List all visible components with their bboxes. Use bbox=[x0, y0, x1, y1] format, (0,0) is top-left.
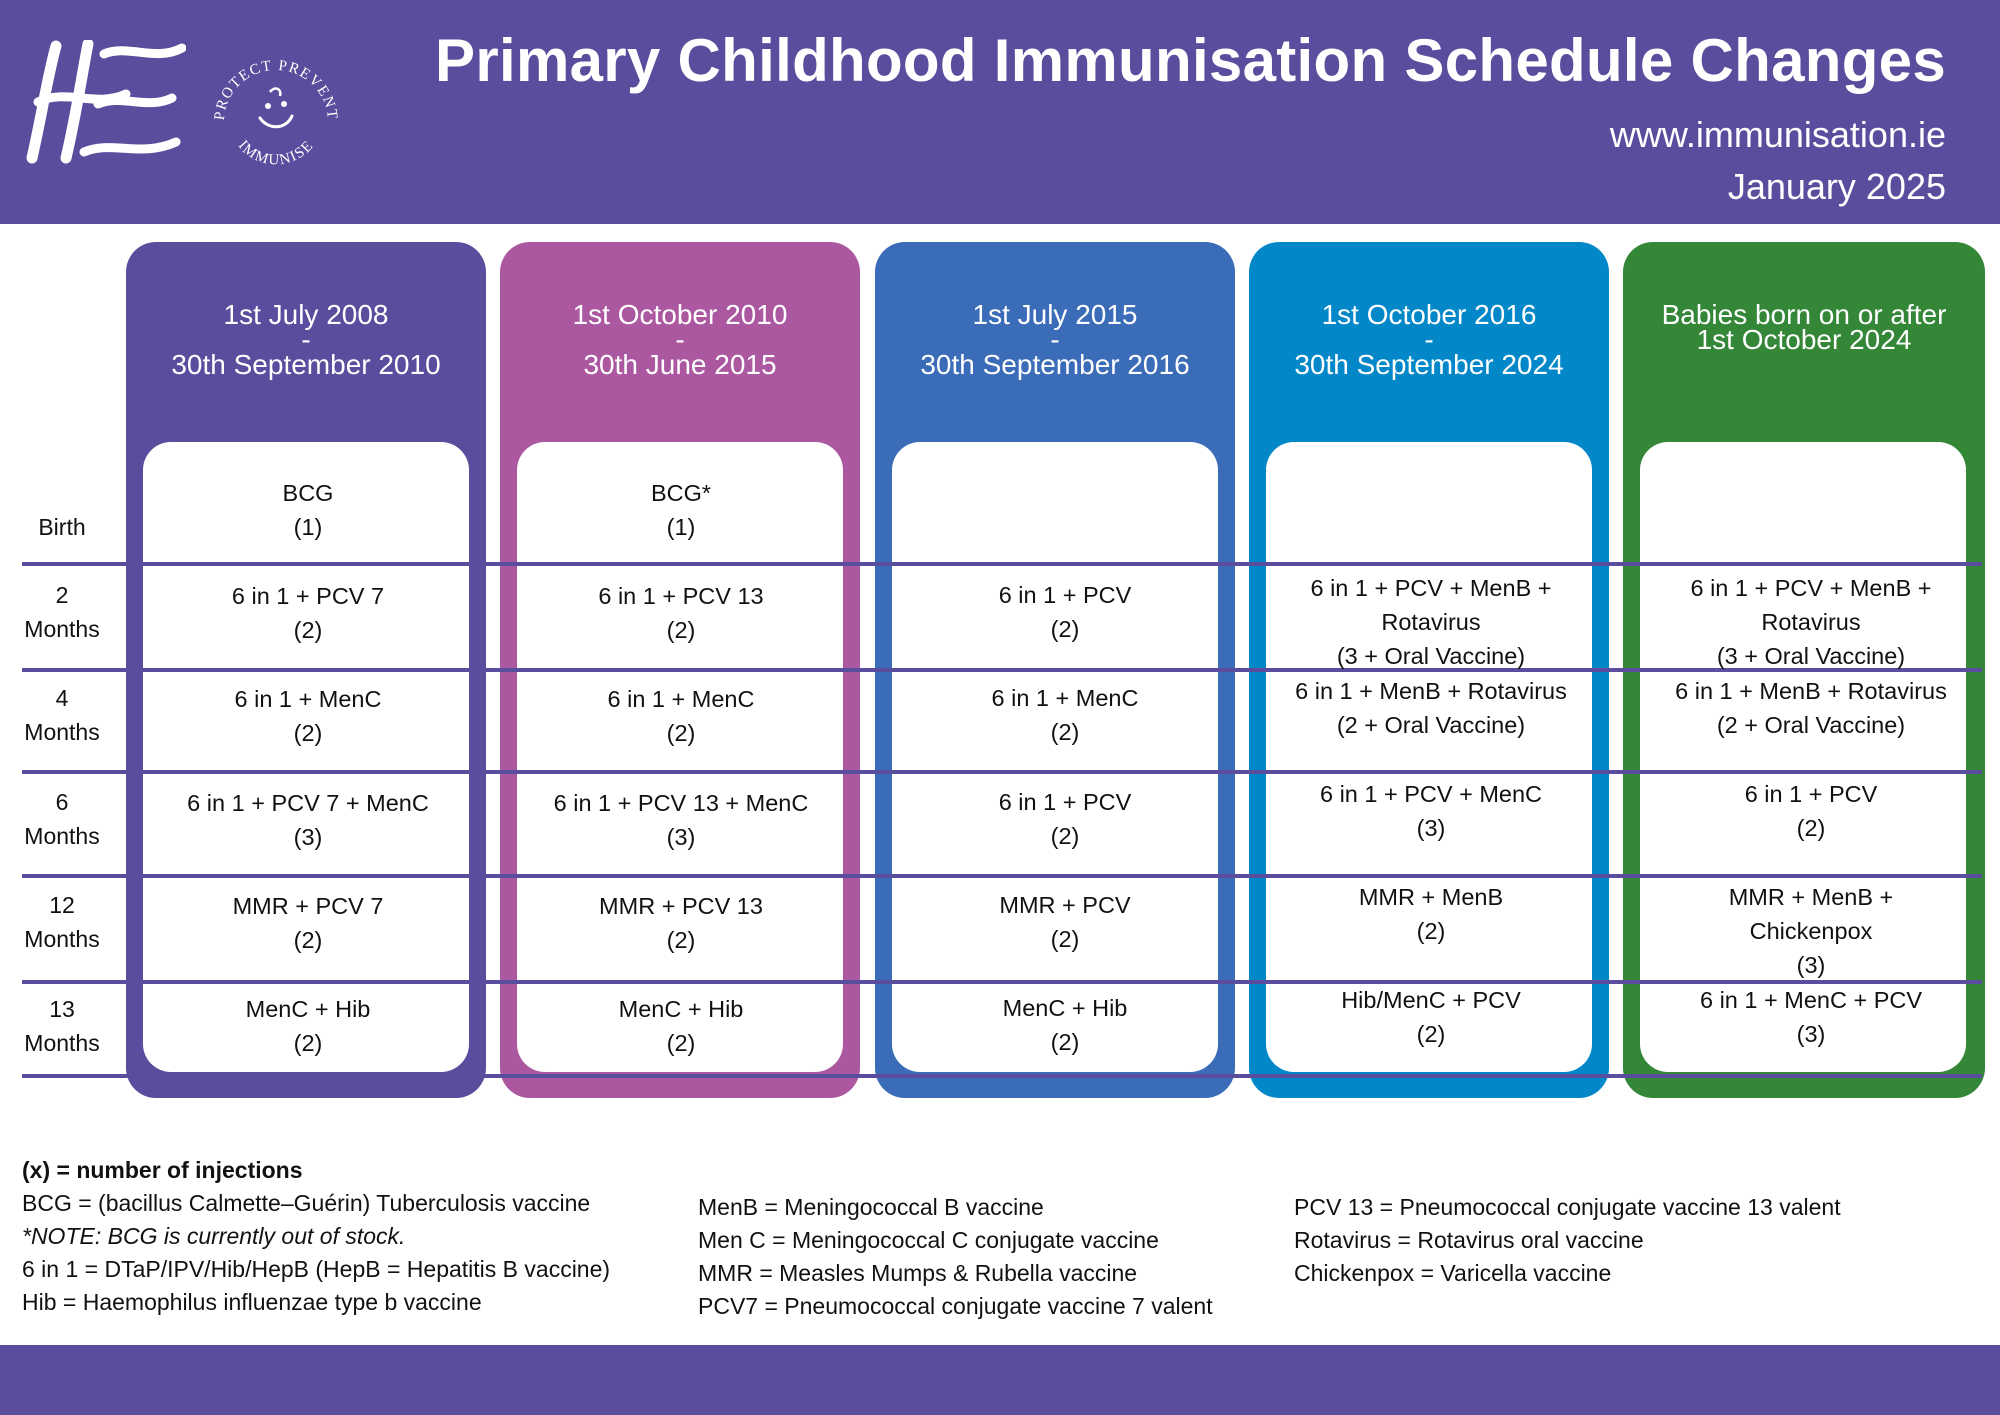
schedule-cell: MMR + MenB (2) bbox=[1358, 884, 1504, 944]
legend-item: Rotavirus = Rotavirus oral vaccine bbox=[1294, 1227, 1644, 1253]
column-panel bbox=[892, 442, 1218, 1072]
row-divider bbox=[22, 980, 1982, 984]
schedule-cell: MenC + Hib (2) bbox=[245, 996, 371, 1056]
schedule-cell: 6 in 1 + PCV (2) bbox=[1744, 781, 1878, 841]
column-panel bbox=[143, 442, 469, 1072]
page-title: Primary Childhood Immunisation Schedule … bbox=[435, 27, 1946, 94]
schedule-cell: 6 in 1 + PCV + MenB + Rotavirus (3 + Oral … bbox=[1690, 575, 1932, 669]
schedule-cell: 6 in 1 + MenC (2) bbox=[607, 686, 755, 746]
schedule-cell: BCG (1) bbox=[282, 480, 334, 540]
protect-prevent-immunise-badge: PROTECT PREVENT IMMUNISE bbox=[212, 58, 339, 169]
legend-item: PCV 13 = Pneumococcal conjugate vaccine … bbox=[1294, 1194, 1841, 1220]
schedule-cell: Hib/MenC + PCV (2) bbox=[1341, 987, 1521, 1047]
legend-item: MenB = Meningococcal B vaccine bbox=[698, 1194, 1044, 1220]
column-date-range: 1st July 2015 - 30th September 2016 bbox=[920, 299, 1190, 380]
schedule-column-2016-2024: 1st October 2016 - 30th September 2024 bbox=[1249, 242, 1609, 1098]
row-label-13-months: 13 Months bbox=[24, 996, 100, 1056]
header-band: PROTECT PREVENT IMMUNISE Primary Childho… bbox=[0, 0, 2000, 224]
website-url: www.immunisation.ie bbox=[1609, 114, 1946, 155]
row-label-4-months: 4 Months bbox=[24, 685, 100, 745]
column-date-range: Babies born on or after 1st October 2024 bbox=[1661, 299, 1947, 355]
schedule-cell: 6 in 1 + MenC (2) bbox=[991, 685, 1139, 745]
row-label-12-months: 12 Months bbox=[24, 892, 100, 952]
column-panel bbox=[517, 442, 843, 1072]
row-divider bbox=[22, 562, 1982, 566]
column-date-range: 1st October 2016 - 30th September 2024 bbox=[1294, 299, 1564, 380]
row-label-birth: Birth bbox=[38, 514, 86, 540]
schedule-cell: 6 in 1 + PCV 7 + MenC (3) bbox=[187, 790, 429, 850]
schedule-cell: MMR + MenB + Chickenpox (3) bbox=[1728, 884, 1894, 978]
schedule-cell: 6 in 1 + PCV + MenC (3) bbox=[1319, 781, 1543, 841]
schedule-cell: 6 in 1 + PCV 13 (2) bbox=[598, 583, 764, 643]
schedule-cell: MMR + PCV (2) bbox=[999, 892, 1131, 952]
row-divider bbox=[22, 874, 1982, 878]
schedule-cell: 6 in 1 + PCV 13 + MenC (3) bbox=[553, 790, 809, 850]
hse-logo bbox=[26, 40, 186, 164]
schedule-cell: 6 in 1 + MenC (2) bbox=[234, 686, 382, 746]
legend-item: (x) = number of injections bbox=[22, 1157, 303, 1183]
row-label-6-months: 6 Months bbox=[24, 789, 100, 849]
schedule-cell: 6 in 1 + MenB + Rotavirus (2 + Oral Vacci… bbox=[1295, 678, 1567, 738]
schedule-cell: MMR + PCV 7 (2) bbox=[232, 893, 384, 953]
legend-item: PCV7 = Pneumococcal conjugate vaccine 7 … bbox=[698, 1293, 1213, 1319]
row-label-2-months: 2 Months bbox=[24, 582, 100, 642]
schedule-cell: 6 in 1 + MenB + Rotavirus (2 + Oral Vacci… bbox=[1675, 678, 1947, 738]
row-divider bbox=[22, 668, 1982, 672]
schedule-cell: MenC + Hib (2) bbox=[618, 996, 744, 1056]
footer-band bbox=[0, 1345, 2000, 1415]
schedule-cell: 6 in 1 + PCV (2) bbox=[998, 582, 1132, 642]
legend-item: MMR = Measles Mumps & Rubella vaccine bbox=[698, 1260, 1138, 1286]
schedule-cell: MMR + PCV 13 (2) bbox=[599, 893, 763, 953]
schedule-cell: 6 in 1 + PCV 7 (2) bbox=[231, 583, 385, 643]
column-date-range: 1st July 2008 - 30th September 2010 bbox=[171, 299, 441, 380]
legend-column-2: MenB = Meningococcal B vaccine Men C = M… bbox=[698, 1191, 1213, 1323]
schedule-cell: MenC + Hib (2) bbox=[1002, 995, 1128, 1055]
legend-column-1: (x) = number of injections BCG = (bacill… bbox=[22, 1154, 610, 1319]
schedule-cell: 6 in 1 + PCV + MenB + Rotavirus (3 + Oral … bbox=[1310, 575, 1552, 669]
column-date-range: 1st October 2010 - 30th June 2015 bbox=[572, 299, 788, 380]
legend-item: Chickenpox = Varicella vaccine bbox=[1294, 1260, 1612, 1286]
schedule-column-2010-2015: 1st October 2010 - 30th June 2015 bbox=[500, 242, 860, 1098]
row-divider bbox=[22, 1074, 1982, 1078]
legend-item: BCG = (bacillus Calmette–Guérin) Tubercu… bbox=[22, 1190, 591, 1216]
schedule-cell: 6 in 1 + MenC + PCV (3) bbox=[1699, 987, 1923, 1047]
publication-date: January 2025 bbox=[1727, 166, 1946, 207]
row-divider bbox=[22, 770, 1982, 774]
svg-text:IMMUNISE: IMMUNISE bbox=[235, 137, 317, 168]
schedule-cell: 6 in 1 + PCV (2) bbox=[998, 789, 1132, 849]
legend-item: Hib = Haemophilus influenzae type b vacc… bbox=[22, 1289, 482, 1315]
column-panel bbox=[1640, 442, 1966, 1072]
legend-column-3: PCV 13 = Pneumococcal conjugate vaccine … bbox=[1294, 1191, 1841, 1290]
schedule-cell: BCG* (1) bbox=[650, 480, 712, 540]
legend-item: Men C = Meningococcal C conjugate vaccin… bbox=[698, 1227, 1159, 1253]
legend-item: 6 in 1 = DTaP/IPV/Hib/HepB (HepB = Hepat… bbox=[22, 1256, 611, 1282]
column-panel bbox=[1266, 442, 1592, 1072]
legend-note: *NOTE: BCG is currently out of stock. bbox=[22, 1223, 406, 1249]
